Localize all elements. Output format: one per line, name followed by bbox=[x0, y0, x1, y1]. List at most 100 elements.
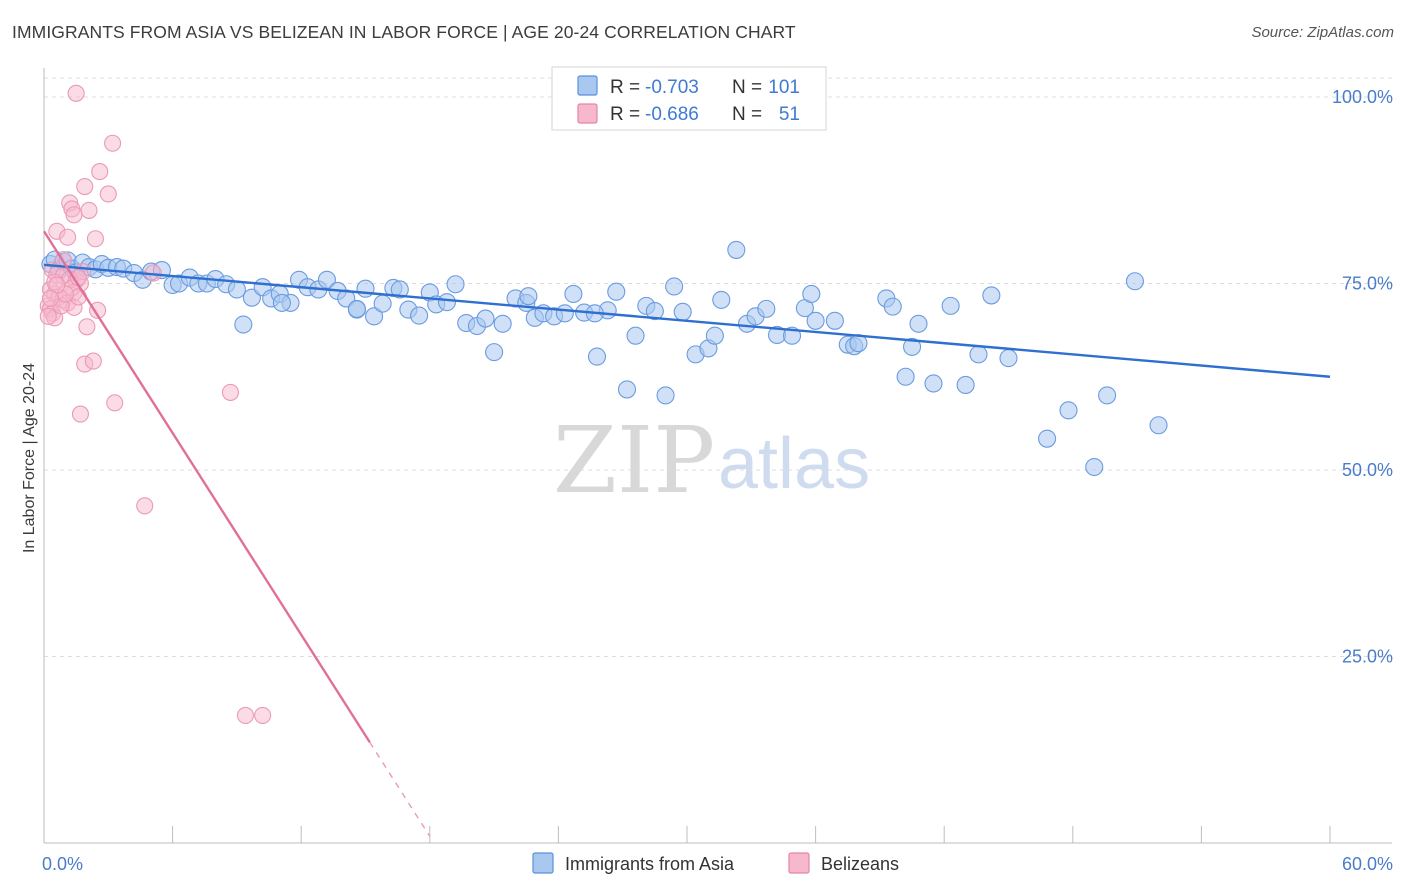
asia-point bbox=[969, 345, 988, 364]
series-belize-points bbox=[39, 84, 272, 724]
legend-n-value-asia: 101 bbox=[768, 77, 800, 98]
asia-point bbox=[476, 309, 495, 328]
asia-point bbox=[446, 275, 465, 294]
tick-labels: 25.0% 50.0% 75.0% 100.0% 0.0% 60.0% bbox=[42, 87, 1393, 874]
belize-point bbox=[39, 307, 57, 325]
belize-point bbox=[86, 230, 104, 248]
y-tick-label: 75.0% bbox=[1342, 274, 1393, 294]
asia-point bbox=[941, 296, 960, 315]
legend-swatch-belize bbox=[577, 103, 598, 124]
x-tick-label-max: 60.0% bbox=[1342, 854, 1393, 874]
asia-point bbox=[410, 306, 429, 325]
asia-point bbox=[234, 315, 253, 334]
asia-point bbox=[607, 282, 626, 301]
asia-point bbox=[802, 284, 821, 303]
asia-point bbox=[626, 326, 645, 345]
asia-point bbox=[956, 375, 975, 395]
asia-point bbox=[1059, 401, 1078, 420]
trend-lines bbox=[42, 230, 1331, 837]
asia-point bbox=[555, 304, 574, 323]
asia-point bbox=[757, 299, 776, 318]
belize-point bbox=[254, 706, 272, 724]
belize-point bbox=[80, 201, 98, 219]
axes bbox=[43, 68, 1392, 844]
belize-point bbox=[89, 301, 107, 319]
belize-point bbox=[99, 185, 117, 203]
gridlines bbox=[44, 77, 1392, 657]
legend-swatch-asia bbox=[577, 75, 598, 96]
watermark-zip: ZIP bbox=[553, 407, 715, 514]
watermark-atlas: atlas bbox=[718, 424, 870, 504]
belize-point bbox=[136, 497, 154, 515]
legend-r-label-belize: R = bbox=[610, 104, 640, 125]
bottom-legend-label-belize: Belizeans bbox=[821, 854, 899, 874]
asia-point bbox=[982, 286, 1001, 305]
asia-point bbox=[1125, 272, 1145, 291]
asia-point bbox=[373, 294, 392, 313]
stats-legend: R = -0.703 N = 101 R = -0.686 N = 51 bbox=[551, 66, 827, 131]
asia-point bbox=[437, 293, 456, 312]
belize-point bbox=[67, 84, 85, 102]
belize-trend-extension bbox=[369, 741, 431, 837]
legend-n-label-asia: N = bbox=[732, 77, 762, 98]
asia-trend-line bbox=[43, 263, 1331, 378]
asia-point bbox=[896, 367, 915, 386]
asia-point bbox=[999, 349, 1018, 368]
y-tick-label: 25.0% bbox=[1342, 647, 1393, 667]
belize-point bbox=[236, 706, 255, 724]
asia-point bbox=[356, 279, 375, 298]
asia-point bbox=[519, 287, 538, 306]
y-tick-label: 100.0% bbox=[1332, 87, 1393, 107]
asia-point bbox=[227, 280, 246, 299]
asia-point bbox=[909, 314, 928, 333]
asia-point bbox=[1098, 386, 1117, 405]
asia-point bbox=[673, 302, 692, 321]
asia-point bbox=[617, 380, 637, 399]
bottom-legend-swatch-belize bbox=[788, 852, 810, 874]
asia-point bbox=[493, 314, 512, 333]
legend-r-value-asia: -0.703 bbox=[645, 77, 699, 98]
belize-point bbox=[91, 163, 109, 181]
bottom-legend-label-asia: Immigrants from Asia bbox=[565, 854, 735, 874]
asia-point bbox=[272, 293, 291, 312]
legend-r-label-asia: R = bbox=[610, 77, 640, 98]
asia-point bbox=[712, 290, 731, 309]
asia-point bbox=[1085, 457, 1104, 477]
series-legend: Immigrants from Asia Belizeans bbox=[532, 852, 899, 874]
belize-point bbox=[76, 177, 94, 196]
asia-point bbox=[924, 374, 943, 393]
asia-point bbox=[347, 299, 366, 318]
belize-point bbox=[41, 289, 59, 307]
legend-r-value-belize: -0.686 bbox=[645, 104, 699, 125]
belize-point bbox=[84, 352, 102, 370]
source-credit: Source: ZipAtlas.com bbox=[1251, 24, 1394, 41]
belize-point bbox=[78, 318, 96, 336]
belize-point bbox=[71, 405, 89, 423]
y-tick-label: 50.0% bbox=[1342, 460, 1393, 480]
y-axis-label: In Labor Force | Age 20-24 bbox=[21, 363, 38, 553]
bottom-legend-swatch-asia bbox=[532, 852, 554, 874]
asia-point bbox=[365, 307, 384, 326]
stats-legend-box bbox=[551, 66, 827, 131]
asia-point bbox=[665, 277, 684, 296]
asia-point bbox=[656, 386, 675, 405]
asia-point bbox=[390, 280, 409, 299]
belize-point bbox=[106, 394, 124, 412]
asia-point bbox=[806, 311, 825, 330]
asia-point bbox=[825, 311, 844, 330]
series-asia-points bbox=[41, 240, 1168, 477]
belize-point bbox=[65, 206, 83, 224]
x-tick-label-min: 0.0% bbox=[42, 854, 83, 874]
legend-n-label-belize: N = bbox=[732, 104, 762, 125]
asia-point bbox=[705, 326, 724, 345]
asia-point bbox=[587, 347, 607, 366]
asia-point bbox=[1038, 429, 1057, 448]
belize-point bbox=[221, 383, 240, 401]
asia-point bbox=[645, 302, 664, 321]
asia-point bbox=[883, 297, 902, 316]
asia-point bbox=[727, 240, 746, 259]
asia-point bbox=[902, 337, 922, 356]
asia-point bbox=[485, 343, 504, 362]
asia-point bbox=[1149, 416, 1168, 435]
